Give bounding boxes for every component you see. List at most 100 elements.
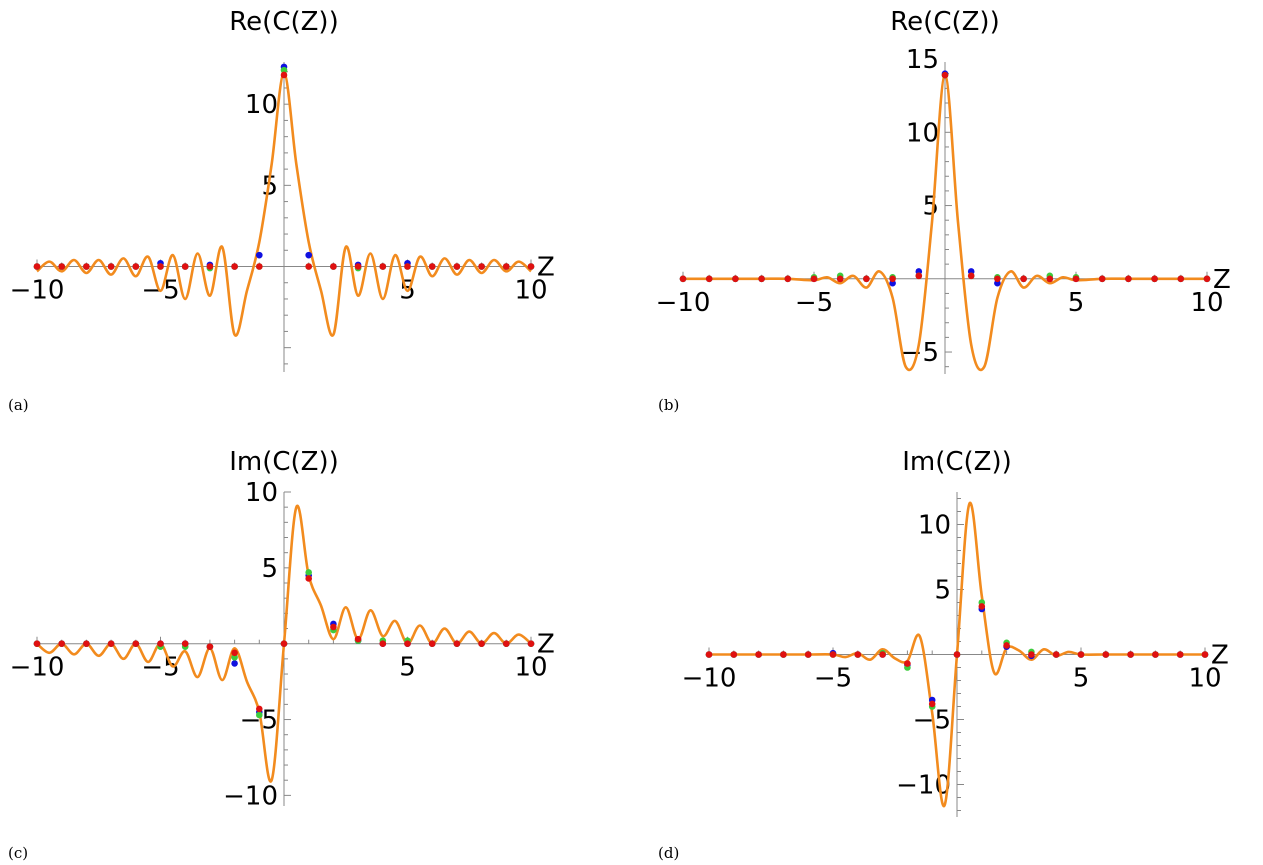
x-tick-label: 10 bbox=[514, 653, 547, 683]
point-red bbox=[478, 640, 485, 647]
point-red bbox=[915, 272, 923, 280]
point-red bbox=[1020, 275, 1027, 283]
point-red bbox=[854, 651, 862, 658]
point-red bbox=[255, 263, 263, 270]
point-red bbox=[157, 640, 164, 647]
point-red bbox=[527, 263, 535, 270]
point-green bbox=[280, 66, 288, 74]
point-red bbox=[132, 640, 140, 647]
x-tick-label: −5 bbox=[795, 288, 833, 318]
point-red bbox=[330, 263, 337, 270]
x-tick-label: 5 bbox=[1073, 664, 1090, 694]
point-red bbox=[132, 263, 140, 270]
point-red bbox=[305, 263, 313, 270]
point-red bbox=[1003, 642, 1010, 649]
point-red bbox=[758, 275, 765, 283]
point-red bbox=[780, 651, 787, 658]
x-axis-label: Z bbox=[1213, 265, 1231, 295]
point-red bbox=[953, 651, 961, 658]
point-green bbox=[231, 654, 238, 661]
point-red bbox=[107, 640, 115, 647]
x-tick-label: −10 bbox=[682, 664, 737, 694]
x-axis-label: Z bbox=[537, 630, 555, 660]
point-red bbox=[1176, 651, 1184, 658]
point-red bbox=[784, 275, 792, 283]
point-red bbox=[1046, 275, 1054, 283]
point-red bbox=[836, 275, 844, 283]
point-red bbox=[889, 275, 896, 283]
point-red bbox=[527, 640, 535, 647]
y-tick-label: 5 bbox=[934, 576, 951, 606]
point-red bbox=[354, 263, 362, 270]
point-red bbox=[1102, 651, 1110, 658]
point-red bbox=[206, 263, 214, 270]
point-red bbox=[679, 275, 687, 283]
point-red bbox=[1127, 651, 1134, 658]
point-red bbox=[33, 263, 41, 270]
point-red bbox=[1152, 651, 1159, 658]
point-red bbox=[978, 603, 986, 610]
point-blue bbox=[231, 660, 238, 667]
point-red bbox=[994, 275, 1001, 283]
point-red bbox=[1177, 275, 1185, 283]
point-red bbox=[354, 635, 362, 643]
point-red bbox=[1125, 275, 1132, 283]
point-red bbox=[428, 263, 436, 270]
point-green bbox=[255, 711, 263, 719]
point-red bbox=[705, 275, 713, 283]
x-axis-label: Z bbox=[1211, 641, 1229, 671]
point-red bbox=[58, 263, 65, 270]
y-tick-label: 10 bbox=[918, 511, 951, 541]
point-red bbox=[181, 640, 189, 647]
point-red bbox=[231, 263, 238, 270]
caption-b: (b) bbox=[658, 396, 679, 414]
point-red bbox=[810, 275, 818, 283]
point-red bbox=[829, 651, 837, 658]
point-red bbox=[705, 651, 713, 658]
point-red bbox=[928, 700, 936, 708]
point-red bbox=[1098, 275, 1106, 283]
y-tick-label: 10 bbox=[245, 90, 278, 120]
x-tick-label: 10 bbox=[1188, 664, 1221, 694]
point-red bbox=[1151, 275, 1158, 283]
point-red bbox=[453, 263, 461, 270]
point-red bbox=[941, 71, 949, 79]
point-red bbox=[503, 263, 510, 270]
point-blue bbox=[255, 251, 263, 259]
point-red bbox=[107, 263, 115, 270]
point-red bbox=[231, 649, 238, 657]
point-red bbox=[879, 651, 886, 658]
point-red bbox=[280, 640, 288, 647]
x-tick-label: −5 bbox=[814, 664, 852, 694]
x-tick-label: −10 bbox=[656, 288, 711, 318]
point-red bbox=[58, 640, 65, 647]
point-red bbox=[478, 263, 485, 270]
point-red bbox=[428, 640, 436, 647]
x-tick-label: −10 bbox=[10, 653, 65, 683]
point-red bbox=[280, 71, 288, 79]
point-red bbox=[33, 640, 41, 647]
point-red bbox=[503, 640, 510, 647]
chart-title: Re(C(Z)) bbox=[890, 7, 999, 37]
caption-a: (a) bbox=[8, 396, 29, 414]
y-tick-label: 10 bbox=[245, 478, 278, 508]
y-tick-label: 5 bbox=[261, 171, 278, 201]
point-green bbox=[305, 569, 313, 576]
point-red bbox=[379, 263, 387, 270]
chart-title: Im(C(Z)) bbox=[229, 447, 339, 477]
x-tick-label: 10 bbox=[514, 276, 547, 306]
point-red bbox=[863, 275, 870, 283]
point-red bbox=[255, 705, 263, 713]
y-tick-label: 5 bbox=[261, 554, 278, 584]
point-red bbox=[755, 651, 762, 658]
point-red bbox=[83, 640, 90, 647]
point-red bbox=[804, 651, 812, 658]
point-red bbox=[404, 640, 411, 647]
point-red bbox=[1201, 651, 1209, 658]
x-tick-label: −10 bbox=[10, 276, 65, 306]
y-tick-label: −10 bbox=[223, 781, 278, 811]
point-red bbox=[305, 575, 313, 582]
